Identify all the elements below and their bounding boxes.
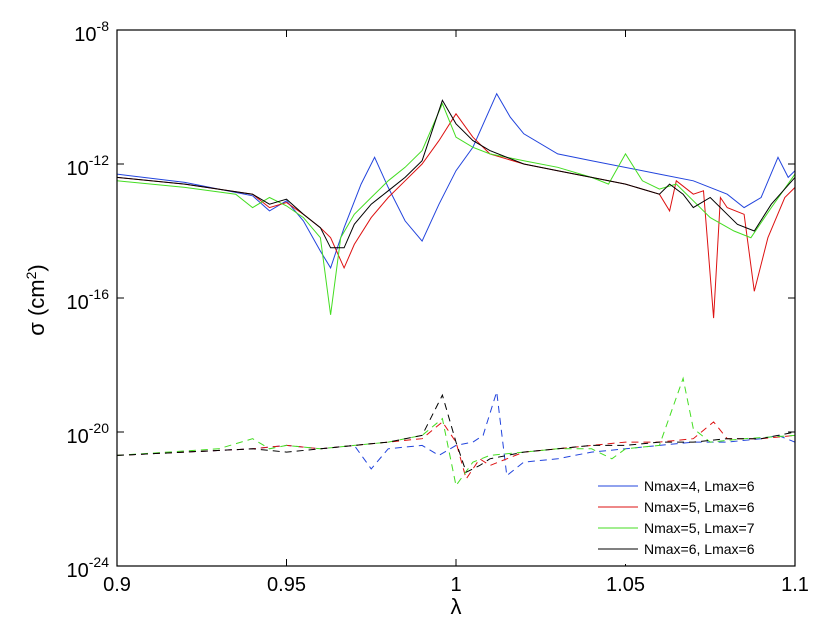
x-axis-label: λ bbox=[451, 594, 462, 619]
legend-entry: Nmax=5, Lmax=7 bbox=[644, 520, 755, 536]
y-tick-label: 10-12 bbox=[67, 152, 110, 180]
x-tick-label: 0.9 bbox=[103, 574, 131, 596]
y-tick-label: 10-20 bbox=[67, 420, 110, 448]
legend-entry: Nmax=6, Lmax=6 bbox=[644, 541, 755, 557]
tick-labels: 0.9 0.95 1 1.05 1.1 10-24 10-20 10-16 10-12 10-8 bbox=[67, 18, 809, 596]
series-line-4 bbox=[117, 99, 795, 249]
y-tick-label: 10-24 bbox=[67, 554, 110, 582]
y-axis-label: σ (cm2) bbox=[23, 264, 49, 335]
plot-lines bbox=[117, 92, 795, 487]
series-line-1 bbox=[117, 92, 795, 270]
y-tick-label: 10-8 bbox=[74, 18, 109, 46]
series-dashed-line-7 bbox=[117, 376, 795, 487]
legend-entry: Nmax=5, Lmax=6 bbox=[644, 499, 755, 515]
legend: Nmax=4, Lmax=6 Nmax=5, Lmax=6 Nmax=5, Lmax… bbox=[587, 474, 793, 564]
x-tick-label: 1.05 bbox=[606, 574, 645, 596]
series-line-3 bbox=[117, 102, 795, 315]
y-tick-label: 10-16 bbox=[67, 286, 110, 314]
x-tick-label: 1 bbox=[450, 574, 461, 596]
series-dashed-line-5 bbox=[117, 391, 795, 477]
x-tick-label: 1.1 bbox=[781, 574, 809, 596]
series-dashed-line-8 bbox=[117, 393, 795, 473]
x-tick-label: 0.95 bbox=[267, 574, 306, 596]
axis-ticks bbox=[116, 29, 796, 567]
legend-entry: Nmax=4, Lmax=6 bbox=[644, 478, 755, 494]
series-line-2 bbox=[117, 112, 795, 319]
